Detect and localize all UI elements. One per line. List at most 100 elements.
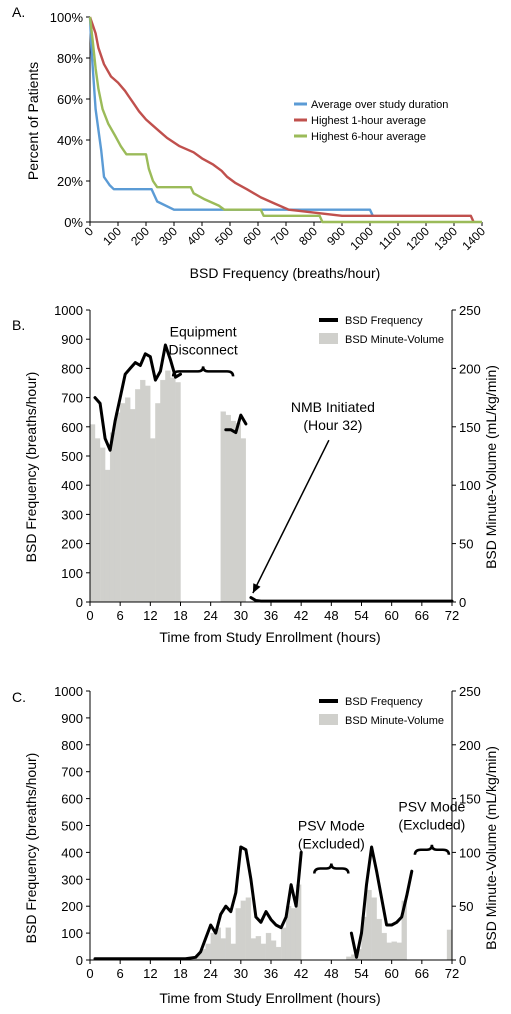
panel-c-y-tick-label-left: 800 bbox=[61, 738, 83, 753]
panel-c-x-tick-label: 60 bbox=[384, 966, 398, 981]
panel-c-bar bbox=[446, 929, 453, 961]
panel-b-bar bbox=[150, 438, 156, 603]
panel-b-y-tick-label-right: 50 bbox=[459, 537, 473, 552]
panel-c-bar bbox=[235, 908, 241, 961]
panel-c-frequency-line bbox=[93, 845, 303, 961]
panel-a-series-line bbox=[88, 16, 374, 217]
panel-b-y-tick-label-right: 150 bbox=[459, 420, 481, 435]
panel-b-bar bbox=[94, 438, 101, 603]
panel-c-bar bbox=[371, 897, 377, 961]
panel-a-y-tick-label: 20% bbox=[57, 174, 83, 189]
panel-c-x-tick-label: 42 bbox=[294, 966, 308, 981]
panel-b: B. BSD Frequency (breaths/hour) BSD Minu… bbox=[12, 303, 499, 645]
panel-b-frequency-line bbox=[224, 413, 248, 435]
panel-b-bar bbox=[125, 397, 131, 603]
panel-b-legend-bar-label: BSD Minute-Volume bbox=[345, 334, 444, 346]
panel-c-annotation-line2: (Excluded) bbox=[298, 836, 365, 852]
panel-a-x-tick-label: 1200 bbox=[403, 224, 432, 253]
panel-b-x-tick-label: 42 bbox=[294, 608, 308, 623]
panel-c-annotation-line1: PSV Mode bbox=[398, 799, 465, 815]
panel-c-x-tick-label: 30 bbox=[234, 966, 248, 981]
panel-b-bar bbox=[235, 423, 241, 603]
panel-c-bar bbox=[250, 938, 257, 961]
panel-b-arrow-shaft bbox=[252, 439, 330, 594]
panel-c-bar bbox=[391, 941, 397, 961]
panel-c-bar bbox=[280, 927, 287, 961]
panel-a-legend-label: Highest 6-hour average bbox=[311, 131, 426, 143]
panel-c-y-tick-label-left: 600 bbox=[61, 792, 83, 807]
panel-b-x-tick-label: 30 bbox=[234, 608, 248, 623]
panel-b-bar bbox=[230, 420, 236, 603]
panel-a-y-tick-label: 60% bbox=[57, 92, 83, 107]
panel-c-brace bbox=[413, 844, 451, 855]
panel-b-bar bbox=[89, 424, 96, 603]
panel-c-bar bbox=[225, 927, 231, 961]
panel-c-bar bbox=[376, 918, 382, 961]
panel-b-y-tick-label-left: 800 bbox=[61, 361, 83, 376]
panel-b-annotation-line1: Equipment bbox=[170, 323, 237, 339]
panel-c-label: C. bbox=[12, 689, 26, 705]
panel-c-bar bbox=[275, 946, 282, 961]
panel-b-y-tick-label-left: 900 bbox=[61, 332, 83, 347]
panel-b-x-tick-label: 24 bbox=[203, 608, 217, 623]
panel-c-y-tick-label-left: 300 bbox=[61, 872, 83, 887]
panel-c-y-tick-label-left: 100 bbox=[61, 926, 83, 941]
panel-c-y-tick-label-left: 1000 bbox=[54, 684, 83, 699]
panel-c-y-tick-label-left: 500 bbox=[61, 819, 83, 834]
panel-c-bar bbox=[265, 932, 272, 961]
panel-b-bar bbox=[130, 409, 136, 603]
panel-b-bar bbox=[240, 438, 246, 603]
panel-c-y-tick-label-right: 0 bbox=[459, 953, 466, 968]
panel-c-bar bbox=[240, 900, 246, 961]
panel-b-y-tick-label-right: 250 bbox=[459, 303, 481, 318]
panel-b-legend-bar-swatch bbox=[319, 333, 338, 344]
panel-a-legend-label: Highest 1-hour average bbox=[311, 115, 426, 127]
panel-c-frequency-line bbox=[349, 845, 414, 959]
panel-b-annotation-line2: Disconnect bbox=[168, 341, 237, 357]
panel-c-y-tick-label-left: 700 bbox=[61, 765, 83, 780]
panel-a-x-tick-label: 1300 bbox=[431, 224, 460, 253]
panel-b-x-tick-label: 66 bbox=[415, 608, 429, 623]
panel-b-bar bbox=[135, 389, 141, 603]
panel-a-x-tick-label: 900 bbox=[324, 224, 348, 248]
panel-c: C. BSD Frequency (breaths/hour) BSD Minu… bbox=[12, 684, 499, 1006]
panel-a-x-tick-label: 100 bbox=[100, 224, 124, 248]
panel-b-bar bbox=[145, 385, 151, 603]
panel-b-x-tick-label: 12 bbox=[143, 608, 157, 623]
panel-b-xlabel: Time from Study Enrollment (hours) bbox=[159, 629, 380, 645]
panel-c-bar bbox=[205, 943, 211, 961]
panel-b-y-tick-label-right: 0 bbox=[459, 595, 466, 610]
panel-b-x-tick-label: 60 bbox=[384, 608, 398, 623]
panel-b-x-tick-label: 0 bbox=[86, 608, 93, 623]
panel-b-y-tick-label-right: 100 bbox=[459, 478, 481, 493]
panel-b-bar bbox=[109, 432, 116, 603]
panel-b-bar bbox=[175, 382, 181, 603]
panel-a-label: A. bbox=[12, 4, 25, 20]
panel-a-x-tick-label: 800 bbox=[296, 224, 320, 248]
panel-b-y-tick-label-left: 700 bbox=[61, 391, 83, 406]
panel-c-x-tick-label: 72 bbox=[445, 966, 459, 981]
panel-c-bar bbox=[396, 942, 402, 961]
panel-b-y-tick-label-left: 400 bbox=[61, 478, 83, 493]
panel-b-y-tick-label-left: 600 bbox=[61, 420, 83, 435]
panel-b-label: B. bbox=[12, 317, 25, 333]
panel-b-bar bbox=[114, 412, 121, 603]
panel-b-y-tick-label-right: 200 bbox=[459, 361, 481, 376]
panel-b-y-tick-label-left: 500 bbox=[61, 449, 83, 464]
panel-a-x-tick-label: 600 bbox=[240, 224, 264, 248]
panel-b-bar bbox=[165, 370, 171, 603]
panel-b-bar bbox=[155, 403, 161, 603]
panel-c-x-tick-label: 66 bbox=[415, 966, 429, 981]
panel-c-legend-line-label: BSD Frequency bbox=[345, 696, 423, 708]
panel-c-annotation-line1: PSV Mode bbox=[298, 818, 365, 834]
panel-b-bar bbox=[220, 411, 226, 603]
panel-c-xlabel: Time from Study Enrollment (hours) bbox=[159, 990, 380, 1006]
panel-a-y-tick-label: 40% bbox=[57, 133, 83, 148]
panel-b-x-tick-label: 36 bbox=[264, 608, 278, 623]
panel-b-bar bbox=[99, 447, 106, 603]
panel-c-ylabel-right: BSD Minute-Volume (mL/kg/min) bbox=[483, 746, 499, 950]
panel-b-x-tick-label: 48 bbox=[324, 608, 338, 623]
panel-c-bar bbox=[260, 943, 267, 961]
panel-c-bar bbox=[366, 889, 372, 961]
